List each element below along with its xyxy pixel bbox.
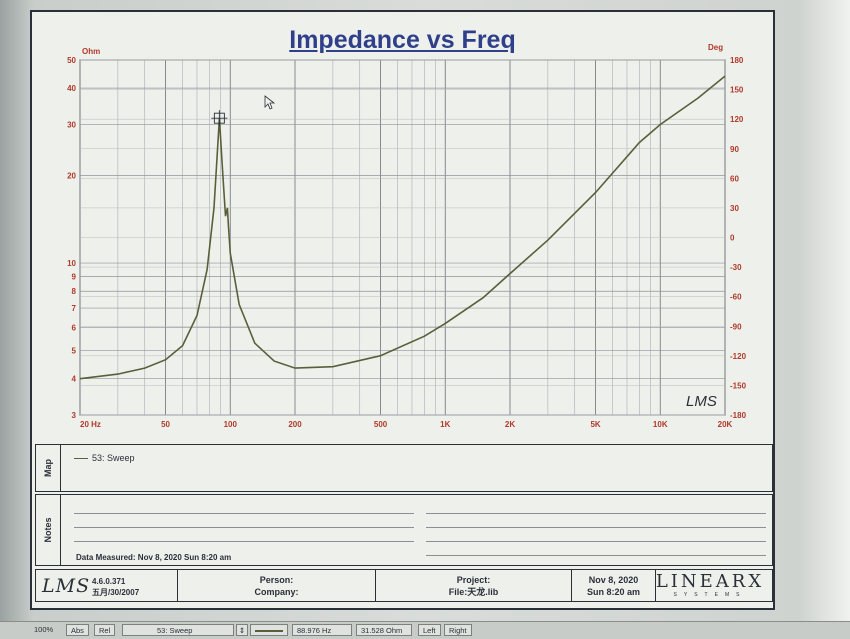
curve-select[interactable]: 53: Sweep bbox=[122, 624, 234, 636]
y2-tick-label: -90 bbox=[730, 322, 742, 331]
left-button[interactable]: Left bbox=[418, 624, 441, 636]
version: 4.6.0.371 bbox=[92, 576, 139, 587]
y2-axis-unit: Deg bbox=[708, 43, 723, 52]
footer-date: Nov 8, 2020 bbox=[572, 574, 655, 586]
frequency-readout: 88.976 Hz bbox=[292, 624, 352, 636]
y-axis-unit: Ohm bbox=[82, 47, 100, 56]
y2-tick-label: 120 bbox=[730, 115, 744, 124]
y2-tick-label: 180 bbox=[730, 56, 744, 65]
y2-tick-label: 60 bbox=[730, 174, 739, 183]
y-tick-label: 8 bbox=[72, 287, 77, 296]
y2-tick-label: 30 bbox=[730, 204, 739, 213]
curve-swatch bbox=[250, 624, 288, 636]
y-tick-label: 6 bbox=[72, 324, 77, 333]
x-tick-label: 5K bbox=[590, 420, 600, 429]
right-button[interactable]: Right bbox=[444, 624, 472, 636]
legend-label: 53: Sweep bbox=[92, 453, 135, 463]
note-line[interactable] bbox=[74, 527, 414, 528]
notes-label: Notes bbox=[43, 517, 53, 542]
file-label: File:天龙.lib bbox=[376, 586, 571, 598]
y2-tick-label: 90 bbox=[730, 145, 739, 154]
lms-watermark: LMS bbox=[686, 393, 717, 410]
abs-button[interactable]: Abs bbox=[66, 624, 89, 636]
zoom-level[interactable]: 100% bbox=[30, 624, 57, 636]
lms-logo: LMS bbox=[42, 575, 90, 597]
note-line[interactable] bbox=[426, 513, 766, 514]
x-tick-label: 50 bbox=[161, 420, 170, 429]
spin-icon[interactable]: ⇕ bbox=[236, 624, 248, 636]
impedance-chart[interactable]: 3 4 5 6 7 8 9 10 20 30 40 50 -180 -150 -120 -90 -60 -30 0 3… bbox=[0, 0, 850, 440]
rel-button[interactable]: Rel bbox=[94, 624, 115, 636]
project-label: Project: bbox=[376, 574, 571, 586]
x-axis-ticks: 20 Hz 50 100 200 500 1K 2K 5K 10K 20K bbox=[80, 420, 733, 429]
x-tick-label: 20K bbox=[718, 420, 733, 429]
y2-tick-label: -30 bbox=[730, 263, 742, 272]
note-line[interactable] bbox=[74, 513, 414, 514]
value-readout: 31.528 Ohm bbox=[356, 624, 412, 636]
x-tick-label: 500 bbox=[374, 420, 388, 429]
y2-tick-label: -120 bbox=[730, 352, 747, 361]
y2-tick-label: 0 bbox=[730, 234, 735, 243]
note-line[interactable] bbox=[426, 527, 766, 528]
x-tick-label: 10K bbox=[653, 420, 668, 429]
y-tick-label: 3 bbox=[72, 411, 77, 420]
brand: LINEARX bbox=[652, 572, 768, 592]
y-tick-label: 4 bbox=[72, 375, 77, 384]
y2-tick-label: 150 bbox=[730, 86, 744, 95]
date-measured: Data Measured: Nov 8, 2020 Sun 8:20 am bbox=[76, 553, 231, 562]
legend-item[interactable]: 53: Sweep bbox=[74, 453, 135, 463]
y2-tick-label: -180 bbox=[730, 411, 747, 420]
y-tick-label: 10 bbox=[67, 259, 76, 268]
person-label: Person: bbox=[178, 574, 375, 586]
x-tick-label: 200 bbox=[288, 420, 302, 429]
y-tick-label: 5 bbox=[72, 347, 77, 356]
y-tick-label: 7 bbox=[72, 304, 77, 313]
version-date: 五月/30/2007 bbox=[92, 587, 139, 598]
note-line[interactable] bbox=[426, 541, 766, 542]
note-line[interactable] bbox=[74, 541, 414, 542]
footer: LMS 4.6.0.371 五月/30/2007 Person: Company… bbox=[35, 569, 773, 602]
linearx-logo: LINEARX SYSTEMS bbox=[652, 572, 768, 598]
x-tick-label: 20 Hz bbox=[80, 420, 101, 429]
footer-time: Sun 8:20 am bbox=[572, 586, 655, 598]
note-line[interactable] bbox=[426, 555, 766, 556]
y-tick-label: 30 bbox=[67, 120, 76, 129]
y-tick-label: 40 bbox=[67, 84, 76, 93]
y-tick-label: 50 bbox=[67, 56, 76, 65]
brand-sub: SYSTEMS bbox=[652, 592, 768, 598]
y2-tick-label: -150 bbox=[730, 381, 747, 390]
notes-panel: Notes Data Measured: Nov 8, 2020 Sun 8:2… bbox=[35, 494, 773, 566]
x-tick-label: 100 bbox=[224, 420, 238, 429]
x-tick-label: 2K bbox=[505, 420, 515, 429]
y2-tick-label: -60 bbox=[730, 293, 742, 302]
map-panel: Map 53: Sweep bbox=[35, 444, 773, 492]
map-label: Map bbox=[43, 459, 53, 477]
company-label: Company: bbox=[178, 586, 375, 598]
x-tick-label: 1K bbox=[440, 420, 450, 429]
y-tick-label: 20 bbox=[67, 172, 76, 181]
y-tick-label: 9 bbox=[72, 272, 77, 281]
status-bar: 100% Abs Rel 53: Sweep ⇕ 88.976 Hz 31.52… bbox=[0, 621, 850, 639]
